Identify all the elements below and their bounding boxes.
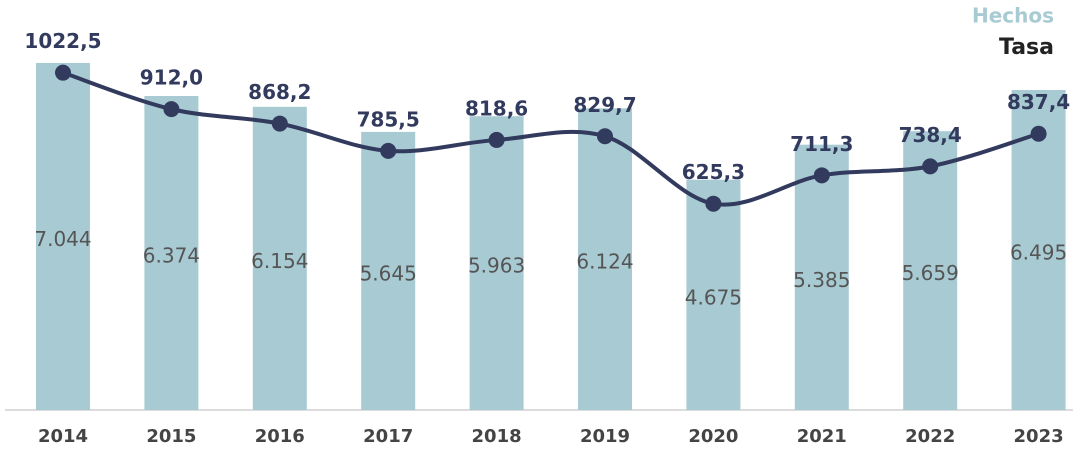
bar: [252, 106, 307, 411]
bar: [469, 116, 524, 410]
line-point: [271, 115, 288, 132]
line-value-label: 785,5: [357, 107, 420, 131]
legend-entry: Tasa: [999, 35, 1054, 60]
line-value-label: 711,3: [790, 132, 853, 156]
line-point: [380, 142, 397, 159]
line-value-label: 818,6: [465, 96, 528, 120]
line-value-label: 829,7: [573, 93, 636, 117]
bar: [144, 95, 199, 410]
bar-value-label: 4.675: [685, 285, 742, 309]
bar-value-label: 7.044: [34, 227, 91, 251]
bar-value-label: 5.645: [360, 261, 417, 285]
x-tick-label: 2014: [38, 426, 88, 447]
bar: [794, 144, 849, 410]
line-point: [597, 128, 613, 145]
x-tick-label: 2016: [255, 426, 305, 447]
bar: [903, 131, 958, 410]
bar: [361, 131, 416, 411]
line-point: [705, 195, 722, 212]
line-value-label: 837,4: [1007, 90, 1070, 114]
bar: [36, 62, 90, 410]
bar-value-label: 6.374: [143, 243, 200, 267]
line-point: [163, 101, 180, 118]
bar: [686, 179, 741, 410]
line-value-label: 738,4: [899, 123, 962, 147]
x-tick-label: 2021: [797, 426, 847, 447]
line-point: [813, 167, 830, 184]
bar-value-label: 6.154: [251, 249, 308, 273]
bar-value-label: 6.124: [576, 250, 633, 274]
line-point: [1030, 125, 1047, 142]
x-tick-label: 2022: [905, 426, 955, 447]
line-point: [488, 131, 505, 148]
bar: [1011, 90, 1066, 410]
bar-value-label: 5.963: [468, 254, 525, 278]
bar-value-label: 5.385: [793, 268, 850, 292]
line-value-label: 625,3: [682, 160, 745, 184]
x-tick-label: 2019: [580, 426, 630, 447]
x-tick-label: 2020: [688, 426, 738, 447]
line-value-label: 1022,5: [24, 29, 101, 53]
bar: [578, 108, 632, 411]
line-value-label: 912,0: [140, 66, 203, 90]
line-point: [922, 158, 939, 175]
line-point: [55, 64, 71, 81]
x-tick-label: 2018: [472, 426, 522, 447]
bar-value-label: 5.659: [902, 261, 959, 285]
bar-value-label: 6.495: [1010, 241, 1067, 265]
legend-entry: Hechos: [972, 4, 1054, 28]
line-value-label: 868,2: [248, 80, 311, 104]
x-tick-label: 2023: [1014, 426, 1064, 447]
x-tick-label: 2017: [363, 426, 413, 447]
line: [62, 70, 1040, 207]
x-tick-label: 2015: [146, 426, 196, 447]
